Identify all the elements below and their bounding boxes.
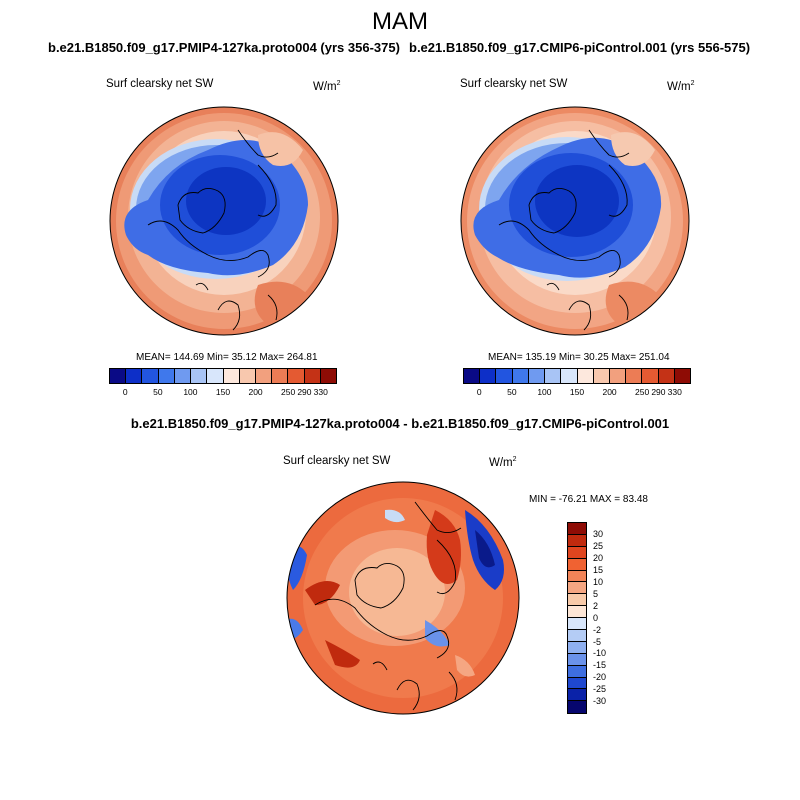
colorbar-box [320,369,337,383]
colorbar-tick-label: 150 [215,387,231,397]
colorbar-box [568,582,586,595]
colorbar-tick-label: 30 [593,528,604,539]
colorbar-box [464,369,481,383]
colorbar-box [272,369,289,383]
colorbar-box [658,369,675,383]
colorbar-box [568,570,586,583]
colorbar-tick-label: 50 [153,387,163,397]
colorbar-box [568,558,586,571]
colorbar-box [568,594,586,607]
colorbar-box [561,369,578,383]
colorbar-box [545,369,562,383]
colorbar-tick-label: -30 [593,696,607,707]
colorbar-tick-label: 10 [593,576,604,587]
colorbar-box [288,369,305,383]
colorbar-tick-label: 290 [297,387,312,397]
colorbar-box [191,369,208,383]
colorbar-box [593,369,610,383]
right-colorbar-labels: 0 50 100 150 200 250 290 330 [463,384,691,398]
left-case-title: b.e21.B1850.f09_g17.PMIP4-127ka.proto004… [48,40,400,55]
colorbar-tick-label: 150 [569,387,585,397]
colorbar-box [496,369,513,383]
left-variable-label: Surf clearsky net SW [106,78,214,90]
colorbar-box [304,369,321,383]
colorbar-box [568,606,586,619]
colorbar-box [126,369,143,383]
left-colorbar-boxes [109,368,337,384]
colorbar-box [528,369,546,383]
left-colorbar: 0 50 100 150 200 250 290 330 [109,368,337,398]
diff-variable-label: Surf clearsky net SW [283,455,391,467]
colorbar-box [568,665,586,678]
colorbar-tick-label: 0 [593,612,599,623]
colorbar-tick-label: 100 [537,387,552,397]
colorbar-box [568,701,586,714]
colorbar-box [239,369,256,383]
left-stats: MEAN= 144.69 Min= 35.12 Max= 264.81 [136,352,318,363]
colorbar-box [568,653,586,666]
colorbar-box [223,369,240,383]
difference-colorbar: 30 25 20 15 10 5 2 0 -2 -5 -10 -15 -20 -25 -30 [567,522,606,715]
left-colorbar-labels: 0 50 100 150 200 250 290 330 [109,384,337,398]
colorbar-box [568,523,586,535]
season-title: MAM [372,8,428,35]
difference-polar-map [285,480,521,716]
right-stats: MEAN= 135.19 Min= 30.25 Max= 251.04 [488,352,670,363]
difference-colorbar-boxes [567,522,587,715]
right-variable-label: Surf clearsky net SW [460,78,568,90]
colorbar-box [568,641,586,654]
colorbar-box [158,369,175,383]
colorbar-box [110,369,127,383]
colorbar-tick-label: 250 [281,387,296,397]
left-units: W/m2 [313,80,341,93]
colorbar-box [480,369,497,383]
right-units: W/m2 [667,80,695,93]
colorbar-tick-label: 330 [313,387,328,397]
colorbar-box [568,689,586,702]
colorbar-box [207,369,224,383]
right-colorbar: 0 50 100 150 200 250 290 330 [463,368,691,398]
colorbar-tick-label: 5 [593,588,599,599]
colorbar-tick-label: 200 [248,387,263,397]
colorbar-box [568,534,586,547]
colorbar-tick-label: -25 [593,684,607,695]
colorbar-tick-label: -10 [593,648,607,659]
right-colorbar-boxes [463,368,691,384]
colorbar-tick-label: 15 [593,564,604,575]
colorbar-tick-label: 290 [651,387,666,397]
colorbar-box [568,618,586,631]
colorbar-box [642,369,659,383]
colorbar-tick-label: 0 [122,387,128,397]
colorbar-tick-label: 2 [593,600,599,611]
colorbar-box [568,677,586,690]
colorbar-box [674,369,691,383]
colorbar-tick-label: -2 [593,624,602,635]
colorbar-tick-label: -20 [593,672,607,683]
colorbar-tick-label: 200 [602,387,617,397]
left-polar-map [108,105,340,337]
colorbar-box [568,546,586,559]
colorbar-box [568,630,586,642]
right-case-title: b.e21.B1850.f09_g17.CMIP6-piControl.001 … [409,40,751,55]
colorbar-tick-label: 250 [635,387,650,397]
diff-stats: MIN = -76.21 MAX = 83.48 [529,494,648,505]
difference-title: b.e21.B1850.f09_g17.PMIP4-127ka.proto004… [130,416,670,431]
right-polar-map [459,105,691,337]
colorbar-tick-label: -5 [593,636,602,647]
colorbar-tick-label: 330 [667,387,682,397]
colorbar-tick-label: 25 [593,540,604,551]
colorbar-box [626,369,643,383]
colorbar-box [512,369,529,383]
diff-units: W/m2 [489,456,517,469]
colorbar-box [174,369,192,383]
colorbar-tick-label: 0 [476,387,482,397]
colorbar-box [142,369,159,383]
colorbar-tick-label: -15 [593,660,607,671]
colorbar-tick-label: 20 [593,552,604,563]
colorbar-box [577,369,594,383]
colorbar-box [255,369,273,383]
colorbar-box [609,369,627,383]
colorbar-tick-label: 100 [183,387,198,397]
colorbar-tick-label: 50 [507,387,517,397]
